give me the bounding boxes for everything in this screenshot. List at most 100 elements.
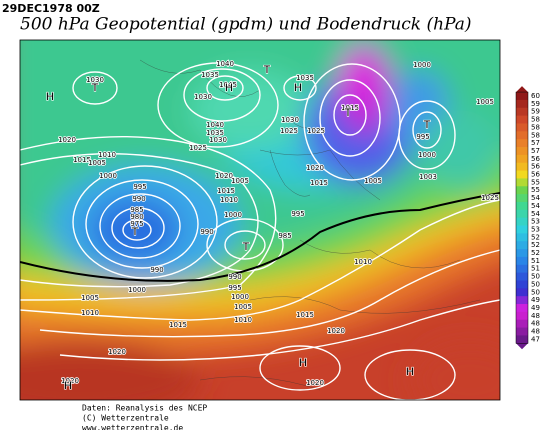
colorbar-swatch — [516, 304, 528, 313]
colorbar-swatch — [516, 217, 528, 226]
isobar-label: 1010 — [354, 258, 372, 266]
date: 29DEC1978 00Z — [2, 2, 100, 15]
colorbar-label: 556 — [531, 178, 540, 186]
colorbar-label: 532 — [531, 225, 540, 233]
colorbar-swatch — [516, 327, 528, 336]
colorbar-swatch — [516, 288, 528, 297]
isobar-label: 1000 — [413, 61, 431, 69]
colorbar-swatch — [516, 241, 528, 250]
isobar-label: 1015 — [310, 179, 328, 187]
isobar-label: 980 — [130, 213, 143, 221]
colorbar-label: 552 — [531, 186, 540, 194]
isobar-label: 1015 — [169, 321, 187, 329]
isobar-label: 1040 — [206, 121, 224, 129]
footer-line: (C) Wetterzentrale — [82, 414, 169, 423]
footer-line: Daten: Reanalysis des NCEP — [82, 404, 207, 413]
colorbar-swatch — [516, 139, 528, 148]
colorbar-label: 564 — [531, 163, 540, 171]
isobar-label: 1035 — [201, 71, 219, 79]
isobar-label: 1020 — [306, 379, 324, 387]
colorbar-swatch — [516, 170, 528, 179]
isobar-label: 1025 — [280, 127, 298, 135]
colorbar-label: 476 — [531, 335, 540, 343]
colorbar-label: 592 — [531, 108, 540, 116]
footer: Daten: Reanalysis des NCEP(C) Wetterzent… — [82, 404, 207, 433]
colorbar-label: 568 — [531, 155, 540, 163]
colorbar-swatch — [516, 319, 528, 328]
pressure-center: T — [424, 119, 431, 131]
colorbar-swatch — [516, 201, 528, 211]
colorbar-swatch — [516, 311, 528, 321]
colorbar-label: 500 — [531, 288, 540, 296]
pressure-center: T — [132, 226, 139, 238]
isobar-label: 1000 — [128, 286, 146, 294]
field-shading — [20, 40, 500, 400]
isobar-label: 985 — [130, 206, 143, 214]
isobar-label: 1020 — [215, 172, 233, 180]
isobar-label: 1020 — [58, 136, 76, 144]
isobar-label: 1005 — [81, 294, 99, 302]
pressure-center: H — [64, 380, 72, 392]
isobar-label: 1035 — [296, 74, 314, 82]
map-frame — [19, 39, 501, 401]
map-labels: 1030103510401045103010351000100510159951… — [45, 59, 499, 392]
pressure-center: T — [92, 82, 99, 94]
colorbar-label: 484 — [531, 320, 540, 328]
colorbar-swatch — [516, 147, 528, 156]
colorbar-swatch — [516, 194, 528, 203]
colorbar-swatch — [516, 280, 528, 289]
colorbar-swatch — [516, 154, 528, 164]
isobar-label: 1040 — [216, 60, 234, 68]
colorbar-label: 576 — [531, 139, 540, 147]
colorbar-swatch — [516, 186, 528, 195]
isobar-label: 1015 — [73, 156, 91, 164]
isobar-label: 1015 — [217, 187, 235, 195]
colorbar-swatch — [516, 256, 528, 266]
isobar-label: 1000 — [224, 211, 242, 219]
colorbar-swatch — [516, 123, 528, 132]
colorbar-swatch — [516, 209, 528, 219]
pressure-center: H — [299, 357, 307, 369]
coastlines — [139, 59, 481, 391]
colorbar-label: 544 — [531, 202, 540, 210]
colorbar-label: 548 — [531, 194, 540, 202]
colorbar-label: 560 — [531, 171, 540, 179]
isobar-label: 975 — [130, 220, 143, 228]
isobar-label: 1020 — [306, 164, 324, 172]
isobar-label: 1005 — [234, 303, 252, 311]
colorbar-swatch — [516, 115, 528, 124]
colorbar-label: 540 — [531, 210, 540, 218]
isobar-label: 995 — [228, 284, 241, 292]
colorbar-label: 508 — [531, 273, 540, 281]
pressure-center: T — [264, 64, 271, 76]
isobar-label: 990 — [200, 228, 213, 236]
colorbar-label: 536 — [531, 218, 540, 226]
isobar-label: 995 — [416, 133, 429, 141]
isobar-label: 1020 — [108, 348, 126, 356]
colorbar-label: 492 — [531, 304, 540, 312]
colorbar-swatch — [516, 131, 528, 140]
colorbar-frame — [515, 91, 529, 344]
isobar-label: 995 — [291, 210, 304, 218]
isobar-label: 1005 — [364, 177, 382, 185]
isobar-label: 1035 — [206, 129, 224, 137]
isobar-label: 990 — [132, 195, 145, 203]
isobar-label: 1010 — [234, 316, 252, 324]
isobar-label: 1010 — [98, 151, 116, 159]
isobar-label: 1005 — [231, 177, 249, 185]
pressure-center: H — [294, 82, 302, 94]
colorbar-label: 584 — [531, 123, 540, 131]
footer-line: www.wetterzentrale.de — [82, 424, 183, 431]
colorbar-swatch — [516, 249, 528, 258]
colorbar-label: 496 — [531, 296, 540, 304]
colorbar-arrow-top — [516, 86, 528, 93]
colorbar-label: 488 — [531, 312, 540, 320]
colorbar-label: 596 — [531, 100, 540, 108]
isobar-label: 1005 — [88, 159, 106, 167]
isobar-label: 1005 — [476, 98, 494, 106]
colorbar-swatch — [516, 107, 528, 117]
pressure-center: T — [345, 107, 352, 119]
isobar-label: 1020 — [61, 377, 79, 385]
isobar-label: 1030 — [281, 116, 299, 124]
map-area: 1030103510401045103010351000100510159951… — [20, 40, 500, 400]
